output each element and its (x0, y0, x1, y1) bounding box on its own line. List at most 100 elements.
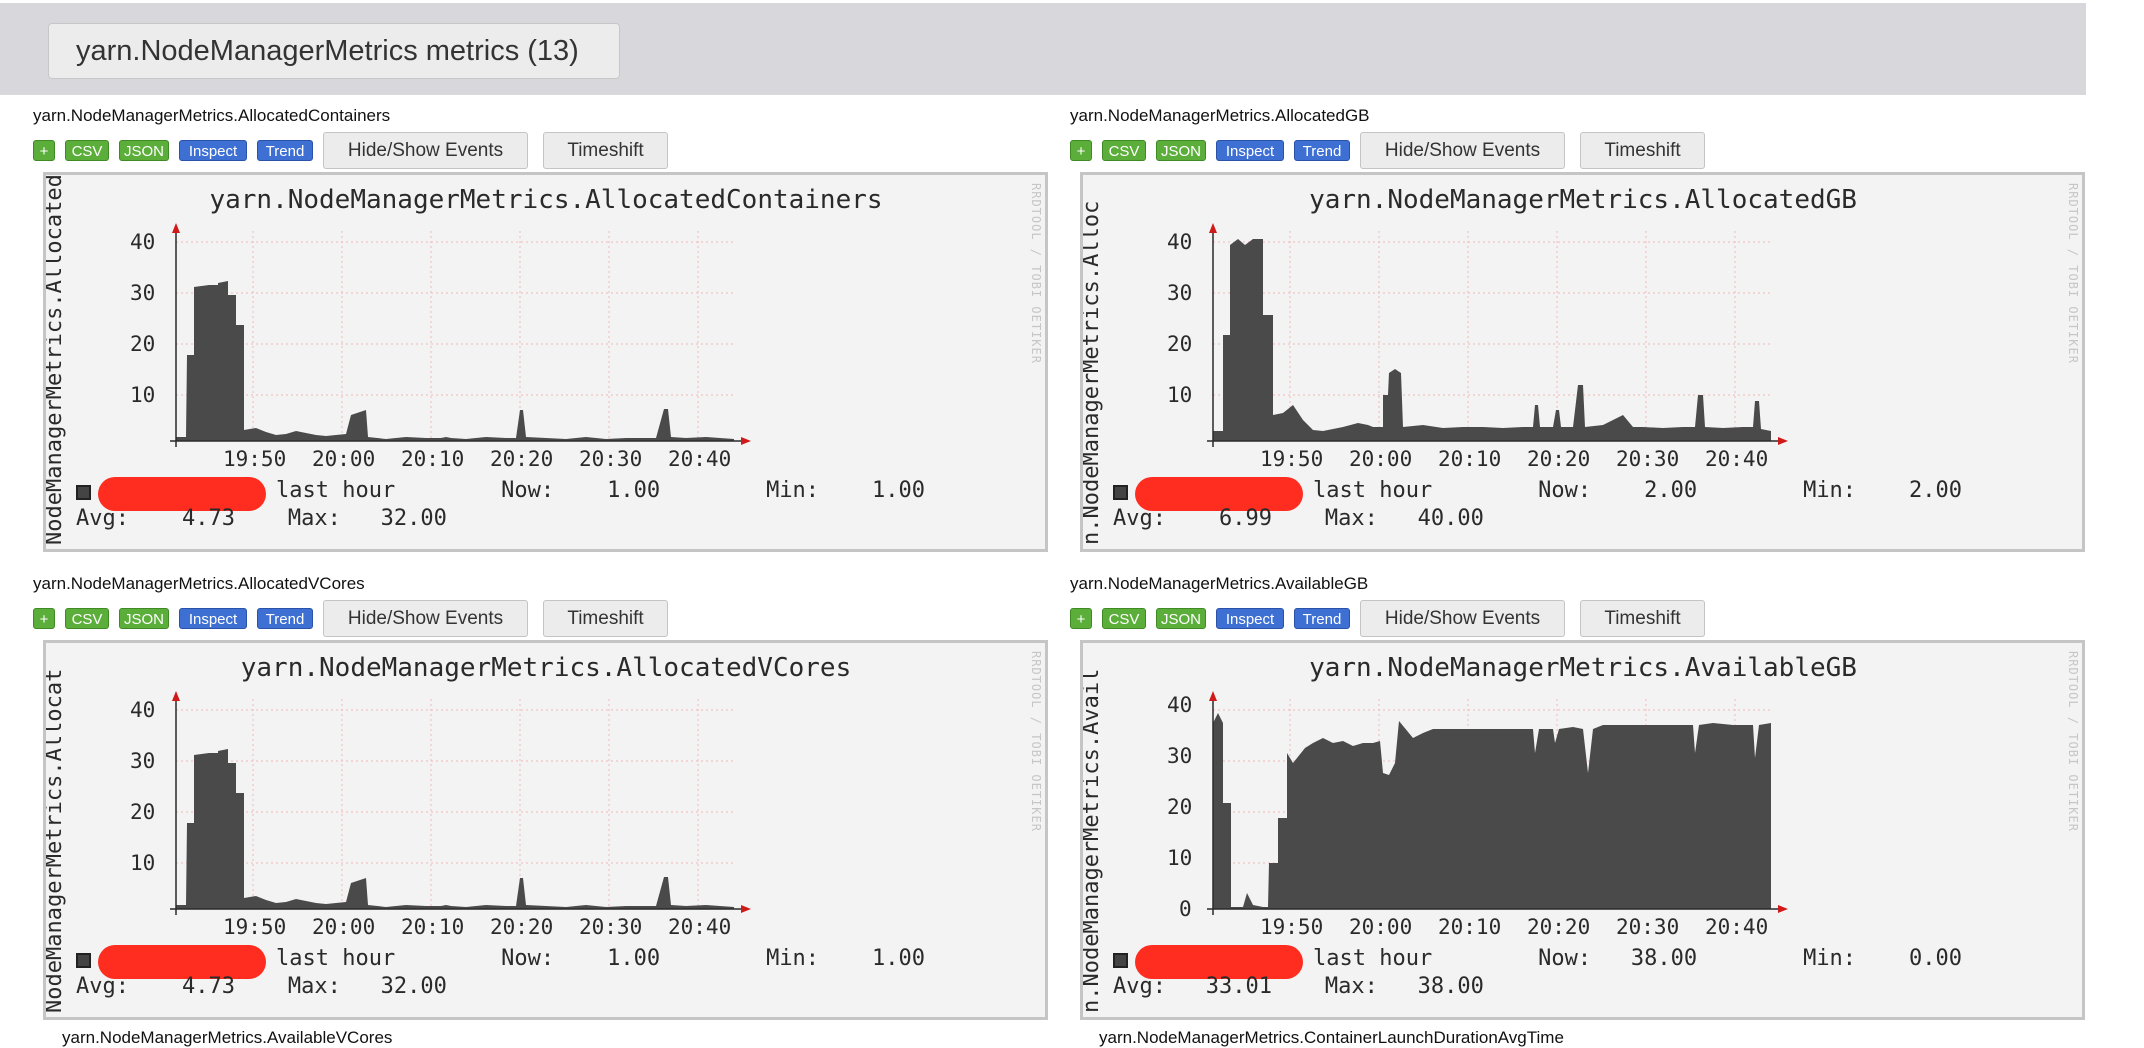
add-button[interactable]: + (1070, 140, 1092, 161)
hide-show-events-button[interactable]: Hide/Show Events (323, 132, 528, 169)
vertical-axis-label: NodeManagerMetrics.Allocated (43, 175, 67, 545)
y-tick: 10 (1167, 383, 1193, 407)
y-tick: 40 (130, 230, 156, 254)
x-tick: 20:10 (1438, 447, 1502, 471)
inspect-button[interactable]: Inspect (179, 608, 247, 629)
metric-panel-allocated-containers: yarn.NodeManagerMetrics.AllocatedContain… (33, 106, 1053, 566)
metric-graph[interactable]: yarn.NodeManagerMetrics.AllocatedGB n.No… (1080, 172, 2085, 552)
x-tick: 20:40 (668, 447, 732, 471)
csv-button[interactable]: CSV (1102, 608, 1146, 629)
y-tick: 40 (1167, 693, 1193, 717)
metric-title-partial: yarn.NodeManagerMetrics.AvailableVCores (62, 1028, 393, 1047)
x-tick: 20:10 (401, 915, 465, 939)
x-tick: 20:00 (1349, 447, 1413, 471)
timeshift-button[interactable]: Timeshift (543, 600, 668, 637)
metric-panel-available-gb: yarn.NodeManagerMetrics.AvailableGB + CS… (1070, 574, 2090, 1034)
x-tick: 20:20 (490, 447, 554, 471)
timeshift-button[interactable]: Timeshift (543, 132, 668, 169)
metric-graph[interactable]: yarn.NodeManagerMetrics.AllocatedVCores … (43, 640, 1048, 1020)
legend-line-2: Avg: 33.01 Max: 38.00 (1113, 974, 1484, 999)
hide-show-events-button[interactable]: Hide/Show Events (323, 600, 528, 637)
metric-title: yarn.NodeManagerMetrics.AllocatedGB (1070, 106, 1370, 125)
x-tick: 19:50 (1260, 915, 1324, 939)
grid (176, 699, 734, 909)
x-tick: 20:00 (312, 447, 376, 471)
y-tick: 20 (130, 800, 156, 824)
x-tick: 20:10 (1438, 915, 1502, 939)
x-tick: 19:50 (223, 915, 287, 939)
timeshift-button[interactable]: Timeshift (1580, 600, 1705, 637)
json-button[interactable]: JSON (119, 140, 169, 161)
legend-line-1: last hour Now: 1.00 Min: 1.00 (276, 946, 926, 971)
graph-plot (1207, 691, 1788, 915)
x-tick: 20:30 (579, 915, 643, 939)
y-tick: 10 (130, 851, 156, 875)
inspect-button[interactable]: Inspect (1216, 140, 1284, 161)
json-button[interactable]: JSON (119, 608, 169, 629)
csv-button[interactable]: CSV (1102, 140, 1146, 161)
y-tick: 20 (1167, 795, 1193, 819)
graph-title: yarn.NodeManagerMetrics.AllocatedVCores (240, 653, 852, 683)
legend-swatch (76, 953, 91, 968)
metrics-header: yarn.NodeManagerMetrics metrics (13) (0, 3, 2086, 95)
legend-line-2: Avg: 4.73 Max: 32.00 (76, 506, 447, 531)
x-tick: 20:20 (1527, 915, 1591, 939)
data-area (1213, 239, 1771, 441)
legend-line-1: last hour Now: 2.00 Min: 2.00 (1313, 478, 1963, 503)
legend-line-2: Avg: 4.73 Max: 32.00 (76, 974, 447, 999)
x-tick: 20:10 (401, 447, 465, 471)
y-tick: 0 (1179, 897, 1192, 921)
metrics-group-tab[interactable]: yarn.NodeManagerMetrics metrics (13) (48, 23, 620, 79)
add-button[interactable]: + (33, 140, 55, 161)
add-button[interactable]: + (33, 608, 55, 629)
y-tick: 20 (1167, 332, 1193, 356)
x-tick: 20:30 (579, 447, 643, 471)
data-area (1213, 713, 1771, 909)
legend-swatch (1113, 485, 1128, 500)
y-tick: 40 (130, 698, 156, 722)
rrdtool-watermark: RRDTOOL / TOBI OETIKER (2066, 183, 2080, 364)
y-tick: 40 (1167, 230, 1193, 254)
redaction-mark (98, 477, 266, 511)
y-tick: 10 (130, 383, 156, 407)
metric-panel-allocated-gb: yarn.NodeManagerMetrics.AllocatedGB + CS… (1070, 106, 2090, 566)
timeshift-button[interactable]: Timeshift (1580, 132, 1705, 169)
trend-button[interactable]: Trend (257, 140, 313, 161)
graph-title: yarn.NodeManagerMetrics.AllocatedContain… (209, 185, 883, 215)
metric-graph[interactable]: yarn.NodeManagerMetrics.AllocatedContain… (43, 172, 1048, 552)
data-area (176, 749, 734, 909)
metric-panel-allocated-vcores: yarn.NodeManagerMetrics.AllocatedVCores … (33, 574, 1053, 1034)
x-tick: 20:20 (1527, 447, 1591, 471)
legend-line-1: last hour Now: 38.00 Min: 0.00 (1313, 946, 1963, 971)
metric-title: yarn.NodeManagerMetrics.AvailableGB (1070, 574, 1369, 593)
hide-show-events-button[interactable]: Hide/Show Events (1360, 600, 1565, 637)
x-tick: 20:20 (490, 915, 554, 939)
y-tick: 30 (1167, 744, 1193, 768)
x-tick: 20:00 (312, 915, 376, 939)
metric-graph[interactable]: yarn.NodeManagerMetrics.AvailableGB n.No… (1080, 640, 2085, 1020)
graph-plot (170, 223, 751, 447)
trend-button[interactable]: Trend (1294, 608, 1350, 629)
json-button[interactable]: JSON (1156, 608, 1206, 629)
metric-title-partial: yarn.NodeManagerMetrics.ContainerLaunchD… (1099, 1028, 1564, 1047)
x-tick: 20:30 (1616, 447, 1680, 471)
hide-show-events-button[interactable]: Hide/Show Events (1360, 132, 1565, 169)
rrdtool-watermark: RRDTOOL / TOBI OETIKER (1029, 183, 1043, 364)
legend-swatch (1113, 953, 1128, 968)
vertical-axis-label: n.NodeManagerMetrics.Avail (1080, 668, 1104, 1013)
json-button[interactable]: JSON (1156, 140, 1206, 161)
legend-swatch (76, 485, 91, 500)
inspect-button[interactable]: Inspect (179, 140, 247, 161)
trend-button[interactable]: Trend (1294, 140, 1350, 161)
y-tick: 30 (130, 749, 156, 773)
graph-plot (1207, 223, 1788, 447)
csv-button[interactable]: CSV (65, 140, 109, 161)
legend-line-1: last hour Now: 1.00 Min: 1.00 (276, 478, 926, 503)
metric-title: yarn.NodeManagerMetrics.AllocatedVCores (33, 574, 365, 593)
inspect-button[interactable]: Inspect (1216, 608, 1284, 629)
graph-title: yarn.NodeManagerMetrics.AvailableGB (1309, 653, 1857, 683)
add-button[interactable]: + (1070, 608, 1092, 629)
csv-button[interactable]: CSV (65, 608, 109, 629)
x-tick: 19:50 (1260, 447, 1324, 471)
trend-button[interactable]: Trend (257, 608, 313, 629)
